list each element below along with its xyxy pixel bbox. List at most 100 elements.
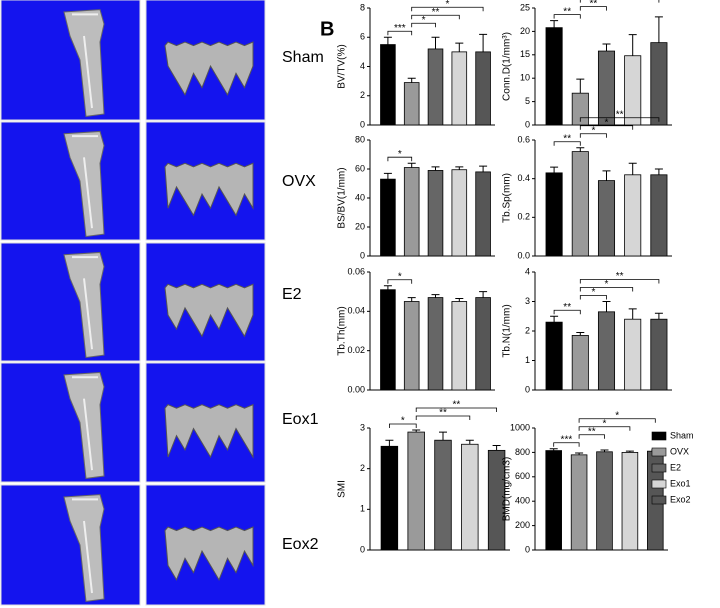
- bar: [545, 172, 563, 257]
- y-tick-label: 25: [520, 2, 530, 12]
- bar: [545, 321, 563, 391]
- bar: [624, 318, 642, 391]
- bar: [545, 450, 562, 551]
- row-label: E2: [282, 286, 302, 303]
- significance-bracket: [553, 14, 581, 19]
- error-bar: [625, 450, 634, 453]
- bar: [545, 27, 563, 126]
- bar: [380, 44, 396, 126]
- bar: [403, 167, 420, 257]
- legend-swatch: [651, 495, 667, 505]
- legend-label: Sham: [670, 430, 694, 440]
- significance-bracket: [553, 309, 581, 315]
- significance-label: **: [563, 302, 571, 313]
- y-tick-label: 0.4: [517, 173, 530, 183]
- y-tick-label: 0: [360, 544, 365, 554]
- bar: [475, 51, 491, 126]
- bone-3d: [63, 9, 105, 117]
- error-bar: [407, 297, 416, 302]
- bar: [650, 318, 668, 391]
- significance-bracket: [411, 14, 460, 20]
- y-tick-label: 200: [515, 520, 530, 530]
- significance-label: *: [615, 410, 619, 421]
- bar: [403, 301, 420, 391]
- y-tick-label: 2: [525, 325, 530, 335]
- significance-label: *: [605, 117, 609, 128]
- y-tick-label: 1: [360, 504, 365, 514]
- error-bar: [550, 166, 559, 173]
- y-axis-label: Conn.D(1/mm³): [502, 32, 513, 101]
- significance-label: *: [591, 125, 595, 136]
- y-tick-label: 80: [355, 134, 365, 144]
- error-bar: [431, 166, 440, 171]
- significance-label: **: [563, 133, 571, 144]
- significance-bracket: [579, 295, 607, 300]
- y-axis-label: Tb.Th(mm): [337, 306, 348, 355]
- error-bar: [479, 165, 488, 172]
- error-bar: [628, 308, 637, 320]
- error-bar: [385, 439, 394, 447]
- legend-swatch: [651, 479, 667, 489]
- bar: [427, 297, 444, 391]
- bone-detail: [72, 498, 98, 594]
- error-bar: [576, 331, 585, 336]
- significance-bracket: [415, 407, 497, 413]
- row-label: Eox1: [282, 411, 319, 428]
- y-tick-label: 3: [360, 422, 365, 432]
- significance-bracket: [579, 133, 607, 138]
- trabecular-3d: [164, 283, 254, 338]
- error-bar: [549, 448, 558, 451]
- bar: [427, 48, 444, 126]
- y-tick-label: 0: [360, 250, 365, 260]
- error-bar: [550, 315, 559, 323]
- y-tick-label: 1000: [510, 422, 530, 432]
- y-tick-label: 40: [355, 192, 365, 202]
- significance-bracket: [387, 30, 413, 36]
- error-bar: [407, 162, 416, 168]
- y-tick-label: 20: [520, 26, 530, 36]
- error-bar: [407, 77, 416, 83]
- significance-label: *: [398, 149, 402, 160]
- bar: [403, 82, 420, 126]
- legend-label: OVX: [670, 446, 689, 456]
- error-bar: [602, 170, 611, 181]
- y-tick-label: 6: [360, 32, 365, 42]
- error-bar: [628, 34, 637, 56]
- legend-label: Exo2: [670, 494, 691, 504]
- error-bar: [600, 449, 609, 452]
- y-tick-label: 0.0: [517, 250, 530, 260]
- y-tick-label: 600: [515, 471, 530, 481]
- row-label: Eox2: [282, 536, 319, 553]
- error-bar: [654, 16, 663, 43]
- error-bar: [576, 78, 585, 94]
- legend-swatch: [651, 447, 667, 457]
- bar: [597, 180, 616, 257]
- error-bar: [465, 439, 474, 445]
- trabecular-3d: [164, 526, 254, 581]
- significance-bracket: [578, 426, 631, 431]
- significance-bracket: [411, 22, 436, 28]
- legend-label: E2: [670, 462, 681, 472]
- error-bar: [575, 452, 584, 455]
- bar: [650, 42, 668, 126]
- bar: [380, 445, 399, 551]
- significance-label: *: [591, 287, 595, 298]
- significance-bracket: [579, 279, 660, 284]
- error-bar: [431, 294, 440, 298]
- significance-label: **: [563, 6, 571, 17]
- bar: [427, 170, 444, 257]
- ct-image: [0, 0, 141, 121]
- panel-label: B: [320, 18, 334, 40]
- bar: [624, 55, 642, 126]
- significance-label: **: [616, 271, 624, 282]
- significance-bracket: [579, 117, 660, 122]
- significance-label: **: [453, 400, 461, 411]
- significance-bracket: [389, 423, 417, 429]
- bone-detail: [72, 135, 98, 229]
- y-tick-label: 800: [515, 447, 530, 457]
- y-tick-label: 8: [360, 2, 365, 12]
- y-tick-label: 15: [520, 49, 530, 59]
- bone-3d: [63, 494, 105, 602]
- y-tick-label: 5: [525, 96, 530, 106]
